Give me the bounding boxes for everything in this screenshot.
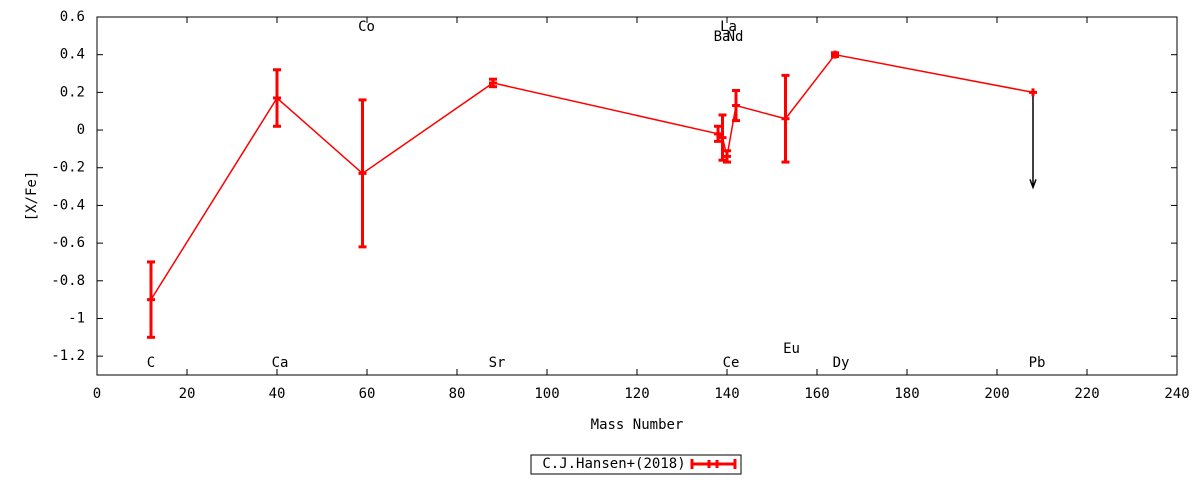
y-axis-label: [X/Fe] bbox=[24, 171, 40, 222]
point bbox=[273, 94, 281, 103]
x-tick-label: 220 bbox=[1074, 386, 1099, 402]
point bbox=[723, 152, 731, 161]
y-tick-label: -1 bbox=[68, 310, 85, 326]
element-label: Ca bbox=[272, 355, 289, 371]
point bbox=[714, 129, 722, 138]
point bbox=[732, 101, 740, 110]
y-tick-label: 0 bbox=[77, 122, 85, 138]
element-label: Nd bbox=[727, 29, 744, 45]
y-tick-label: 0.2 bbox=[60, 84, 85, 100]
x-tick-label: 100 bbox=[534, 386, 559, 402]
point bbox=[718, 133, 727, 142]
x-tick-label: 20 bbox=[179, 386, 196, 402]
x-axis-label: Mass Number bbox=[591, 417, 684, 433]
x-tick-label: 60 bbox=[359, 386, 376, 402]
legend-swatch bbox=[690, 459, 737, 469]
element-label: Sr bbox=[489, 355, 506, 371]
x-tick-label: 40 bbox=[269, 386, 286, 402]
legend-box bbox=[530, 454, 742, 475]
x-tick-label: 0 bbox=[93, 386, 101, 402]
element-label: Dy bbox=[833, 355, 850, 371]
point bbox=[358, 169, 367, 178]
element-label: La bbox=[720, 19, 737, 35]
point bbox=[831, 50, 839, 59]
x-tick-label: 80 bbox=[449, 386, 466, 402]
point bbox=[147, 295, 155, 304]
x-tick-label: 180 bbox=[894, 386, 919, 402]
plot-frame bbox=[96, 16, 1178, 376]
x-tick-label: 120 bbox=[624, 386, 649, 402]
series-line bbox=[150, 53, 1034, 301]
upper-limit-arrow bbox=[1029, 92, 1037, 190]
x-tick-label: 160 bbox=[804, 386, 829, 402]
element-label: Ce bbox=[723, 355, 740, 371]
y-tick-label: -0.4 bbox=[51, 197, 85, 213]
y-tick-label: -0.8 bbox=[51, 273, 85, 289]
element-label: Ba bbox=[714, 29, 731, 45]
x-tick-label: 140 bbox=[714, 386, 739, 402]
y-tick-label: -0.6 bbox=[51, 235, 85, 251]
y-tick-label: 0.4 bbox=[60, 47, 85, 63]
y-tick-label: -0.2 bbox=[51, 160, 85, 176]
point bbox=[781, 114, 790, 123]
element-label: C bbox=[147, 355, 155, 371]
point bbox=[1029, 88, 1037, 97]
x-tick-label: 200 bbox=[984, 386, 1009, 402]
y-tick-label: -1.2 bbox=[51, 348, 85, 364]
y-tick-label: 0.6 bbox=[60, 9, 85, 25]
element-label: Co bbox=[358, 19, 375, 35]
x-tick-label: 240 bbox=[1164, 386, 1189, 402]
point bbox=[489, 78, 497, 87]
element-label: Eu bbox=[783, 341, 800, 357]
legend-label: C.J.Hansen+(2018) bbox=[542, 456, 685, 472]
element-label: Pb bbox=[1029, 355, 1046, 371]
